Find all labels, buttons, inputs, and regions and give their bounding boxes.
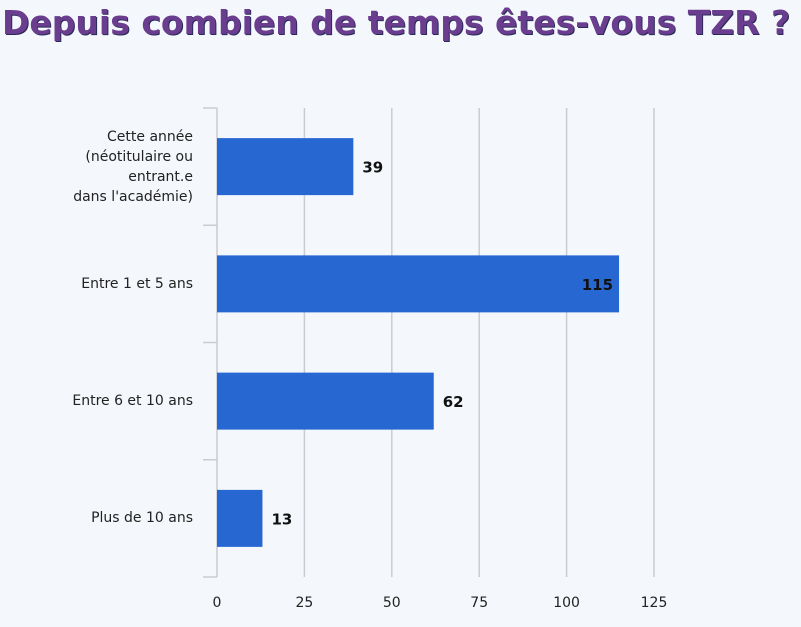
x-tick-label-75: 75	[470, 595, 488, 611]
data-label-3: 13	[271, 510, 292, 528]
x-tick-label-50: 50	[383, 595, 401, 611]
x-tick-label-125: 125	[641, 595, 668, 611]
bar-3	[217, 489, 263, 547]
category-label-2: Entre 6 et 10 ans	[72, 393, 193, 410]
category-label-3: Plus de 10 ans	[91, 510, 193, 527]
x-tick-label-0: 0	[213, 595, 222, 611]
data-label-0: 39	[362, 159, 383, 177]
bar-0	[217, 138, 354, 196]
category-label-1: Entre 1 et 5 ans	[81, 275, 193, 292]
data-label-2: 62	[443, 393, 464, 411]
x-tick-label-100: 100	[553, 595, 580, 611]
bar-1	[217, 255, 620, 313]
x-tick-label-25: 25	[295, 595, 313, 611]
chart-title: Depuis combien de temps êtes-vous TZR ?	[2, 3, 791, 42]
category-label-0: Cette année (néotitulaire ou entrant.e d…	[73, 128, 193, 205]
bar-2	[217, 372, 434, 430]
data-label-1: 115	[582, 276, 613, 294]
